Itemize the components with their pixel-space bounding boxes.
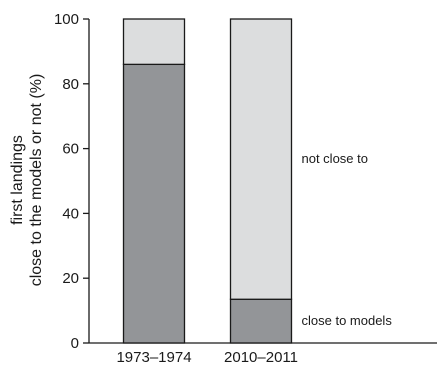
y-tick-label-20: 20	[62, 270, 79, 287]
segment-labels: close to models not close to	[302, 151, 393, 328]
bars	[122, 18, 293, 344]
segment-label-0: close to models	[302, 313, 393, 328]
y-axis-title-line-2: close to the models or not (%)	[28, 74, 45, 287]
y-axis-title-line-1: first landings	[9, 135, 26, 225]
x-tick-label-0: 1973–1974	[116, 349, 191, 366]
bar-segment-1973–1974-close-to-models	[122, 63, 186, 344]
y-tick-label-40: 40	[62, 205, 79, 222]
y-axis-title: first landings close to the models or no…	[9, 74, 45, 287]
x-tick-label-1: 2010–2011	[224, 349, 298, 366]
segment-label-1: not close to	[302, 151, 369, 166]
y-axis: 0 20 40 60 80 100	[54, 11, 90, 352]
x-axis: 1973–1974 2010–2011	[89, 342, 437, 366]
bar-segment-2010–2011-close-to-models	[229, 298, 293, 344]
bar-segment-1973–1974-not-close-to	[122, 18, 186, 66]
y-tick-label-60: 60	[62, 141, 79, 158]
y-tick-label-100: 100	[54, 11, 79, 28]
bar-segment-2010–2011-not-close-to	[229, 18, 293, 300]
y-tick-label-80: 80	[62, 76, 79, 93]
y-tick-label-0: 0	[71, 335, 79, 352]
